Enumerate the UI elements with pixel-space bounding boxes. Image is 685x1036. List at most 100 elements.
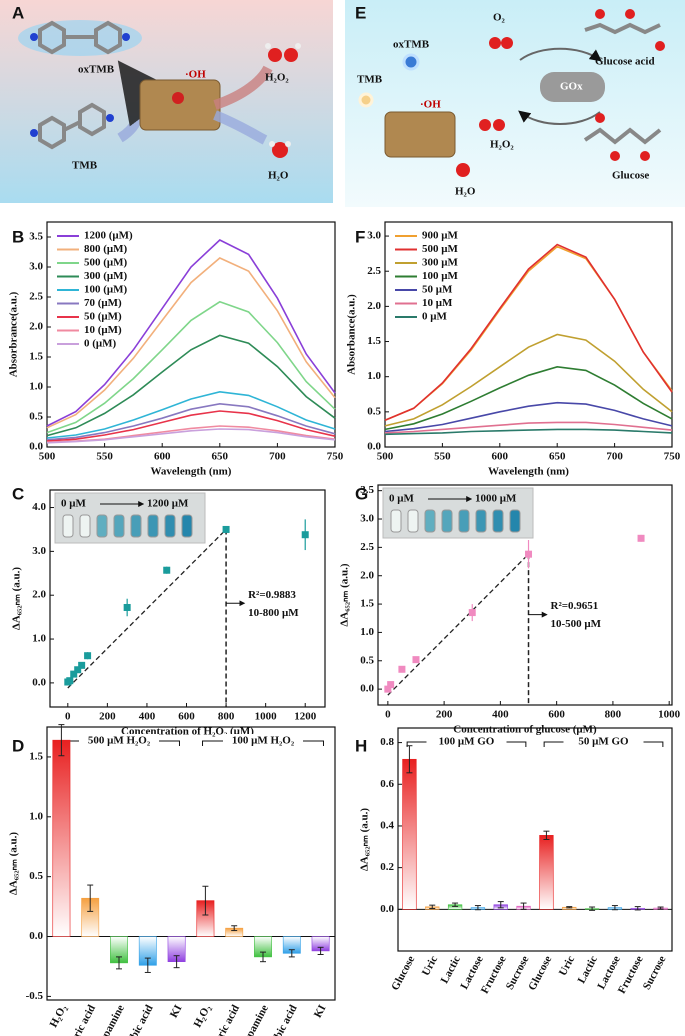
y-tick-label: 1.0 — [29, 810, 43, 822]
x-tick-label: Dopamine — [238, 1003, 271, 1036]
y-tick-label: 3.0 — [32, 545, 46, 557]
diagram-label: H₂O — [268, 170, 289, 182]
y-tick-label: 0.0 — [29, 930, 43, 942]
y-tick-label: 0.8 — [380, 736, 394, 748]
oxtmb-icon — [402, 53, 420, 71]
y-tick-label: 0.5 — [29, 411, 43, 423]
x-tick-label: 200 — [99, 711, 116, 723]
legend-label: 70 (μM) — [84, 297, 122, 309]
legend-label: 0 μM — [422, 311, 447, 323]
y-tick-label: 0.0 — [380, 903, 394, 915]
legend-label: 10 μM — [422, 297, 453, 309]
vial — [475, 509, 487, 533]
y-axis-label: ΔA₆₅₂ₙₘ (a.u.) — [11, 567, 23, 631]
y-tick-label: 4.0 — [32, 501, 46, 513]
legend-label: 10 (μM) — [84, 324, 122, 336]
y-tick-label: 2.5 — [360, 541, 374, 553]
spectrum-line — [384, 333, 673, 427]
data-point — [525, 550, 533, 558]
arrow — [519, 47, 602, 62]
arrow — [518, 110, 601, 125]
vial — [147, 514, 159, 538]
legend-label: 50 (μM) — [84, 311, 122, 323]
legend-label: 100 μM — [422, 270, 458, 282]
bar — [52, 739, 71, 937]
annotation: R²=0.9883 — [248, 589, 296, 601]
panel-label: F — [355, 227, 365, 246]
tmb-icon — [358, 92, 374, 108]
spectrum-line — [46, 257, 336, 429]
legend-label: 900 μM — [422, 230, 458, 242]
y-tick-label: 2.5 — [367, 265, 381, 277]
x-tick-label: 500 — [39, 451, 56, 463]
vial — [181, 514, 193, 538]
legend-label: 500 (μM) — [84, 257, 128, 269]
diagram-label: oxTMB — [393, 39, 430, 51]
y-tick-label: 1.0 — [360, 626, 374, 638]
group-label-bg — [79, 734, 159, 748]
spectrum-line — [46, 239, 336, 427]
spectrum-line — [384, 243, 673, 422]
x-tick-label: 400 — [492, 709, 509, 721]
x-tick-label: 650 — [212, 451, 229, 463]
diagram-label: H₂O — [455, 186, 476, 198]
diagram-label: ·OH — [185, 69, 206, 81]
x-tick-label: KI — [312, 1003, 329, 1020]
gox-box — [540, 72, 605, 102]
y-axis-label: Absorbance(a.u.) — [346, 294, 358, 375]
panel-label: E — [355, 3, 366, 22]
y-tick-label: 3.0 — [360, 513, 374, 525]
nanosheet — [139, 79, 221, 131]
x-tick-label: 600 — [154, 451, 171, 463]
x-tick-label: 0 — [385, 709, 391, 721]
spectrum-line — [46, 428, 336, 444]
y-tick-label: 3.0 — [29, 261, 43, 273]
legend-label: 0 (μM) — [84, 338, 117, 350]
y-tick-label: 3.5 — [360, 484, 374, 496]
group-label: 500 μM H₂O₂ — [88, 735, 151, 747]
molecule-o2 — [489, 37, 513, 49]
spectrum-line — [46, 300, 336, 434]
fit-line — [67, 528, 227, 689]
y-tick-label: 0.0 — [360, 683, 374, 695]
annotation: 10-800 μM — [248, 607, 299, 619]
diagram-label: TMB — [357, 74, 383, 86]
molecule-tmb — [30, 102, 114, 150]
arrow — [213, 110, 268, 145]
diagram-label: Glucose — [612, 170, 649, 182]
x-tick-label: 1000 — [658, 709, 681, 721]
data-point — [123, 603, 131, 611]
y-tick-label: 2.0 — [367, 300, 381, 312]
y-tick-label: 0.5 — [367, 405, 381, 417]
vial — [424, 509, 436, 533]
y-tick-label: 0.0 — [32, 676, 46, 688]
x-tick-label: 800 — [605, 709, 622, 721]
arrow — [213, 65, 273, 110]
nanosheet — [384, 111, 456, 158]
diagram-label: Glucose acid — [595, 56, 655, 68]
y-tick-label: 1.0 — [32, 633, 46, 645]
x-tick-label: Lactic — [576, 954, 600, 986]
x-tick-label: 800 — [218, 711, 235, 723]
vial — [79, 514, 91, 538]
y-axis-label: ΔA₆₅₂ₙₘ (a.u.) — [8, 832, 20, 896]
data-point — [398, 665, 406, 673]
x-tick-label: 1000 — [255, 711, 278, 723]
x-tick-label: 700 — [606, 451, 623, 463]
legend-label: 100 (μM) — [84, 284, 128, 296]
molecule-h2o2 — [479, 119, 505, 131]
molecule-h2o — [269, 141, 291, 158]
y-tick-label: 2.5 — [29, 291, 43, 303]
vial — [458, 509, 470, 533]
legend-label: 1200 (μM) — [84, 230, 133, 242]
x-tick-label: 1200 — [294, 711, 317, 723]
vial — [113, 514, 125, 538]
group-label: 50 μM GO — [578, 736, 629, 748]
data-point — [66, 677, 74, 685]
vial — [492, 509, 504, 533]
legend-label: 300 μM — [422, 257, 458, 269]
y-tick-label: -0.5 — [26, 990, 44, 1002]
spectrum-line — [46, 334, 336, 437]
panel-label: C — [12, 484, 24, 503]
data-point — [301, 531, 309, 539]
